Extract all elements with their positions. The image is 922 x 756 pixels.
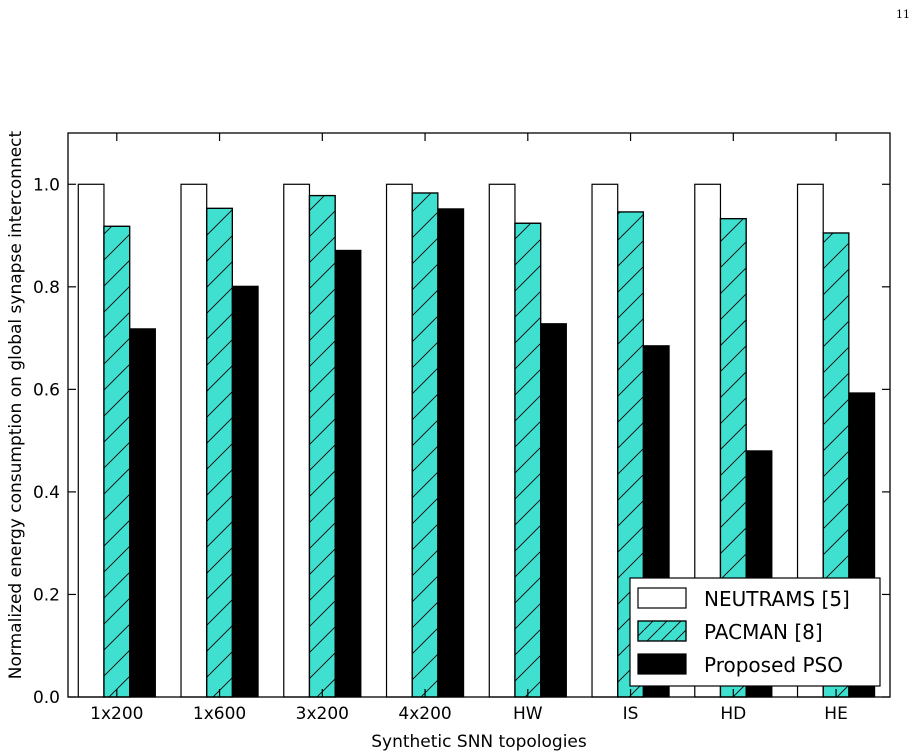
legend-swatch-hatch-pacman: [637, 620, 687, 642]
y-tick-label: 0.2: [33, 585, 60, 605]
bar-pso-hw: [540, 323, 567, 698]
x-tick-label: HW: [513, 704, 543, 724]
x-tick-label: 3x200: [296, 704, 349, 724]
plot-frame: [67, 132, 891, 698]
bar-hatch-pacman-4x200: [411, 192, 439, 698]
bar-hatch-pacman-1x600: [206, 207, 233, 698]
x-tick-label: 1x600: [193, 704, 246, 724]
y-tick-label: 0.8: [33, 278, 60, 298]
legend-label-neutrams: NEUTRAMS [5]: [704, 587, 850, 611]
bar-hatch-pacman-hw: [514, 222, 542, 698]
bar-pso-1x600: [231, 285, 259, 698]
x-tick-label: 4x200: [398, 704, 451, 724]
bar-pso-4x200: [437, 208, 465, 698]
y-axis-label: Normalized energy consumption on global …: [6, 130, 26, 679]
y-tick-label: 1.0: [33, 175, 60, 195]
bar-pso-3x200: [334, 249, 362, 698]
bar-hatch-pacman-1x200: [103, 225, 131, 698]
legend-swatch-neutrams: [637, 587, 687, 609]
bar-neutrams-4x200: [385, 183, 413, 698]
page-number: 11: [896, 8, 910, 21]
y-tick-label: 0.0: [33, 688, 60, 708]
legend: NEUTRAMS [5] PACMAN [8] Proposed PSO: [629, 577, 881, 687]
x-tick-label: HE: [824, 704, 848, 724]
bar-neutrams-1x200: [77, 183, 105, 698]
y-tick-label: 0.6: [33, 380, 60, 400]
x-tick-label: 1x200: [90, 704, 143, 724]
bar-neutrams-hw: [488, 183, 516, 698]
x-tick-label: IS: [623, 704, 639, 724]
legend-swatch-pso: [637, 653, 687, 675]
bar-neutrams-3x200: [283, 183, 311, 698]
x-axis-label: Synthetic SNN topologies: [371, 732, 587, 752]
x-tick-label: HD: [720, 704, 746, 724]
legend-label-pacman: PACMAN [8]: [704, 620, 823, 644]
bar-neutrams-is: [591, 183, 619, 698]
axes-group: 0.0 0.2 0.4 0.6 0.8 1.0 1x200 1x600 3x200 4x200 HW…: [33, 132, 891, 724]
bar-pso-1x200: [129, 328, 156, 698]
bar-neutrams-1x600: [180, 183, 208, 698]
legend-label-pso: Proposed PSO: [704, 653, 843, 677]
bar-hatch-pacman-3x200: [308, 194, 336, 698]
y-tick-label: 0.4: [33, 483, 60, 503]
